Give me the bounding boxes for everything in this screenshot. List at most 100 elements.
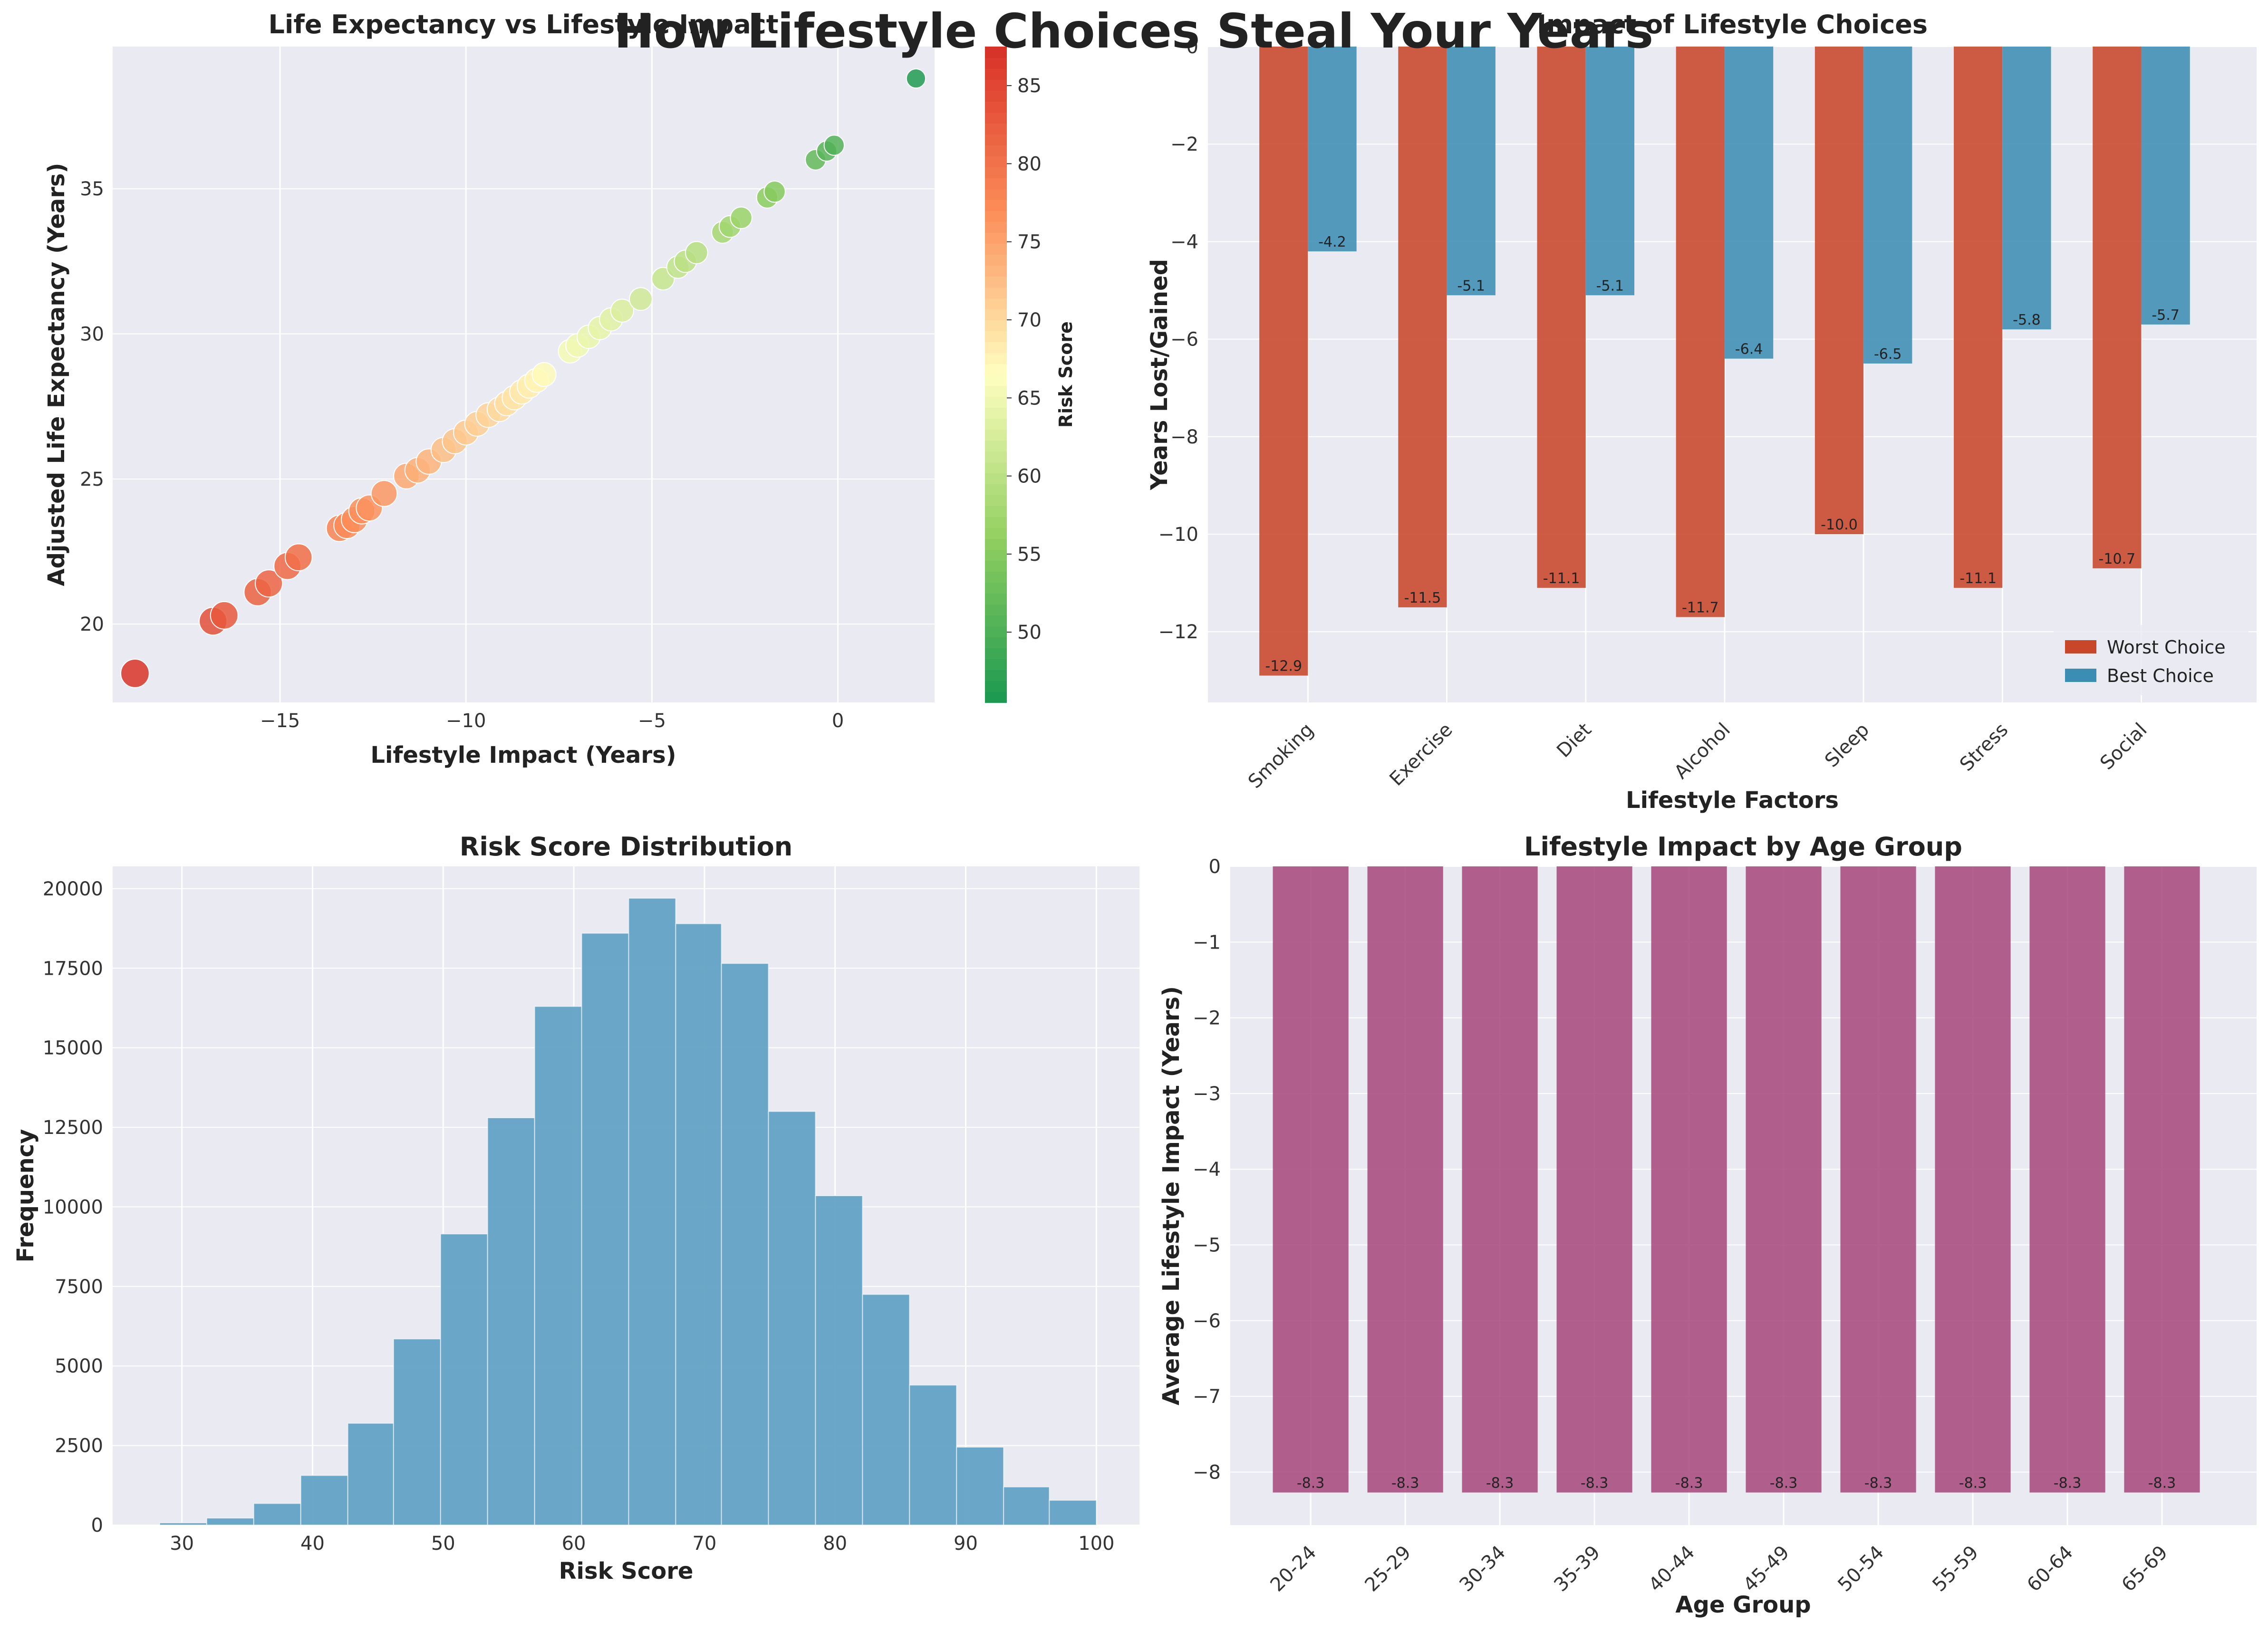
colorbar-segment bbox=[985, 342, 1007, 353]
colorbar-segment bbox=[985, 320, 1007, 331]
y-tick-label: −6 bbox=[1170, 329, 1198, 351]
y-tick-label: −5 bbox=[1193, 1235, 1221, 1257]
colorbar-segment bbox=[985, 221, 1007, 233]
x-tick-label: 90 bbox=[954, 1533, 978, 1555]
bar-value-label: -8.3 bbox=[1959, 1475, 1987, 1491]
y-tick-label: −1 bbox=[1193, 931, 1221, 953]
age-y-ticks: −8 −7 −6 −5 −4 −3 −2 −1 0 bbox=[1193, 856, 1221, 1483]
histogram-x-ticks: 30 40 50 60 70 80 90 100 bbox=[170, 1533, 1114, 1555]
colorbar-segment bbox=[985, 374, 1007, 386]
histogram-bar bbox=[721, 963, 769, 1526]
histogram-bar bbox=[300, 1475, 348, 1526]
scatter-point bbox=[255, 569, 283, 598]
scatter-point bbox=[906, 68, 927, 89]
bar-value-label: -8.3 bbox=[2054, 1475, 2082, 1491]
colorbar-segment bbox=[985, 495, 1007, 506]
colorbar-segment bbox=[985, 593, 1007, 605]
y-tick-label: −10 bbox=[1158, 524, 1198, 546]
age-bar bbox=[1651, 866, 1727, 1493]
y-tick-label: 15000 bbox=[43, 1037, 103, 1059]
bar-value-label: -10.0 bbox=[1821, 517, 1858, 533]
y-tick-label: 35 bbox=[80, 178, 104, 200]
colorbar-segment bbox=[985, 68, 1007, 80]
colorbar-segment bbox=[985, 178, 1007, 189]
y-tick-label: −2 bbox=[1170, 134, 1198, 155]
histogram-bar bbox=[440, 1233, 488, 1526]
colorbar-segment bbox=[985, 123, 1007, 134]
y-tick-label: 0 bbox=[91, 1515, 103, 1536]
bar-value-label: -5.7 bbox=[2152, 307, 2180, 324]
histogram-bar bbox=[1049, 1499, 1097, 1526]
x-tick-label: −5 bbox=[638, 710, 666, 732]
x-tick-label: 50 bbox=[431, 1533, 455, 1555]
age-panel: -8.3 -8.3 -8.3 -8.3 -8.3 -8.3 -8.3 -8.3 -8.3 -8.3… bbox=[1158, 832, 2257, 1618]
bar-value-label: -11.1 bbox=[1959, 570, 1997, 587]
scatter-x-ticks: −15 −10 −5 0 bbox=[260, 710, 844, 732]
scatter-point bbox=[120, 659, 150, 688]
y-tick-label: −7 bbox=[1193, 1386, 1221, 1408]
factors-y-ticks: −12 −10 −8 −6 −4 −2 0 bbox=[1158, 36, 1198, 643]
best-choice-bar bbox=[1585, 47, 1635, 296]
colorbar-segment bbox=[985, 691, 1007, 703]
histogram-bar bbox=[487, 1117, 535, 1526]
bar-value-label: -6.4 bbox=[1735, 341, 1763, 358]
colorbar-segment bbox=[985, 200, 1007, 211]
x-tick-label: 40 bbox=[300, 1533, 325, 1555]
colorbar-segment bbox=[985, 560, 1007, 572]
bar-value-label: -4.2 bbox=[1318, 234, 1346, 250]
y-tick-label: 0 bbox=[1187, 36, 1198, 58]
y-tick-label: −2 bbox=[1193, 1008, 1221, 1029]
y-tick-label: −4 bbox=[1193, 1159, 1221, 1181]
worst-choice-bar bbox=[1537, 47, 1586, 588]
colorbar-tick-label: 70 bbox=[1017, 309, 1042, 331]
legend-swatch-worst bbox=[2065, 640, 2096, 653]
y-tick-label: 20000 bbox=[43, 878, 103, 900]
x-tick-label: 80 bbox=[823, 1533, 847, 1555]
scatter-plot-area bbox=[113, 47, 935, 702]
best-choice-bar bbox=[1447, 47, 1496, 296]
bar-value-label: -5.1 bbox=[1596, 278, 1624, 294]
y-tick-label: 5000 bbox=[55, 1355, 103, 1377]
colorbar-tick-label: 50 bbox=[1017, 622, 1042, 643]
worst-choice-bar bbox=[1398, 47, 1447, 607]
colorbar-segment bbox=[985, 473, 1007, 484]
colorbar-segment bbox=[985, 549, 1007, 561]
y-tick-label: 17500 bbox=[43, 958, 103, 979]
x-tick-label: 30 bbox=[170, 1533, 194, 1555]
age-bar bbox=[2029, 866, 2105, 1493]
bar-value-label: -8.3 bbox=[1297, 1475, 1325, 1491]
worst-choice-bar bbox=[1676, 47, 1725, 617]
histogram-bar bbox=[815, 1195, 863, 1526]
y-tick-label: −3 bbox=[1193, 1083, 1221, 1105]
scatter-y-ticks: 20 25 30 35 bbox=[80, 178, 104, 635]
age-bar bbox=[1746, 866, 1822, 1493]
best-choice-bar bbox=[1308, 47, 1357, 251]
colorbar-segment bbox=[985, 309, 1007, 320]
age-title: Lifestyle Impact by Age Group bbox=[1524, 832, 1962, 862]
y-tick-label: 25 bbox=[80, 469, 104, 490]
colorbar-tick-label: 65 bbox=[1017, 387, 1042, 409]
best-choice-bar bbox=[1863, 47, 1912, 364]
worst-choice-bar bbox=[1814, 47, 1864, 535]
histogram-bar bbox=[393, 1338, 441, 1526]
histogram-bar bbox=[1003, 1486, 1050, 1526]
colorbar-segment bbox=[985, 47, 1007, 58]
x-tick-label: 100 bbox=[1078, 1533, 1114, 1555]
age-bar bbox=[2124, 866, 2200, 1493]
best-choice-bar bbox=[1724, 47, 1774, 359]
bar-value-label: -8.3 bbox=[1391, 1475, 1419, 1491]
worst-choice-bar bbox=[1259, 47, 1308, 676]
x-tick-label: −15 bbox=[260, 710, 300, 732]
age-bar bbox=[1367, 866, 1443, 1493]
histogram-bar bbox=[347, 1422, 394, 1526]
bar-value-label: -8.3 bbox=[2148, 1475, 2176, 1491]
factors-y-label: Years Lost/Gained bbox=[1146, 259, 1173, 490]
y-tick-label: 2500 bbox=[55, 1435, 103, 1457]
colorbar-segment bbox=[985, 298, 1007, 309]
histogram-bars bbox=[159, 897, 1097, 1526]
age-bar bbox=[1273, 866, 1349, 1493]
scatter-point bbox=[531, 362, 557, 387]
y-tick-label: 7500 bbox=[55, 1276, 103, 1298]
colorbar-segment bbox=[985, 604, 1007, 615]
legend-label-best: Best Choice bbox=[2107, 665, 2214, 686]
